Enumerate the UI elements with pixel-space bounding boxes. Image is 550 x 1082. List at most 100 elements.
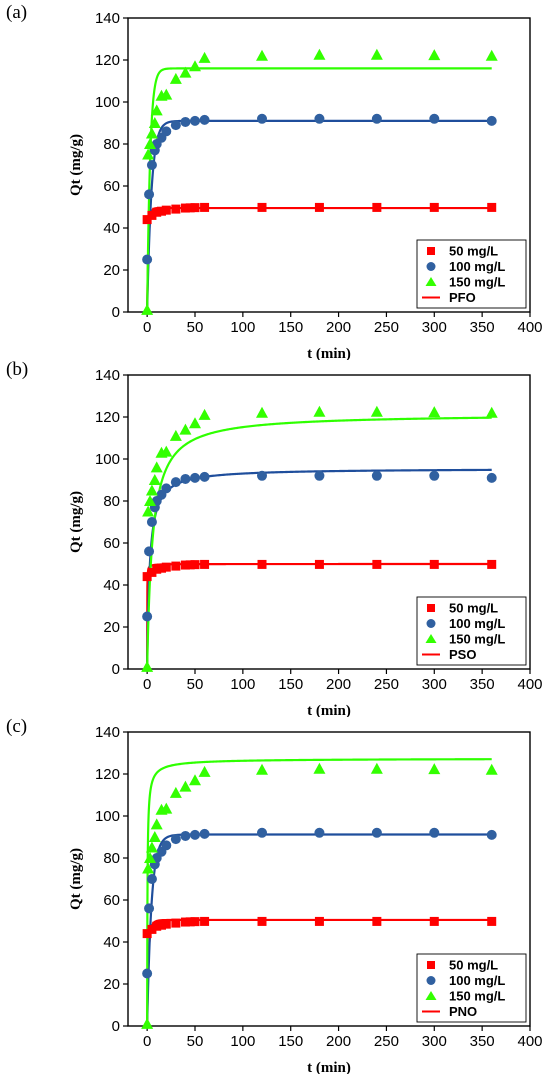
data-point-circle (170, 477, 181, 488)
data-point-square (185, 917, 195, 927)
data-point-triangle (370, 48, 383, 60)
y-tick-label: 80 (103, 493, 120, 510)
data-point-square (487, 559, 497, 569)
y-tick-label: 40 (103, 934, 120, 951)
data-point-circle (429, 827, 440, 838)
data-point-circle (314, 827, 325, 838)
data-point-square (161, 562, 171, 572)
data-point-circle (144, 189, 155, 200)
x-tick-label: 50 (187, 676, 204, 693)
y-tick-label: 40 (103, 577, 120, 594)
y-tick-label: 120 (95, 409, 120, 426)
x-tick-label: 50 (187, 1033, 204, 1050)
data-point-triangle (141, 1017, 154, 1029)
legend-label: PSO (449, 647, 476, 662)
data-point-triangle (150, 461, 163, 473)
data-point-circle (199, 471, 210, 482)
data-point-square (161, 919, 171, 929)
y-tick-label: 20 (103, 619, 120, 636)
data-point-triangle (313, 48, 326, 60)
x-tick-label: 150 (278, 1033, 303, 1050)
x-tick-label: 100 (230, 1033, 255, 1050)
x-tick-label: 250 (374, 319, 399, 336)
data-point-triangle (169, 786, 182, 798)
y-tick-label: 80 (103, 136, 120, 153)
data-point-triangle (198, 765, 211, 777)
data-point-square (487, 202, 497, 212)
x-tick-label: 400 (517, 676, 542, 693)
data-point-square (190, 560, 200, 570)
data-point-triangle (179, 780, 192, 792)
data-point-square (142, 929, 152, 939)
x-tick-label: 250 (374, 1033, 399, 1050)
data-point-triangle (141, 303, 154, 315)
data-point-circle (144, 903, 155, 914)
data-point-square (152, 207, 162, 217)
data-point-triangle (145, 484, 158, 496)
y-tick-label: 100 (95, 94, 120, 111)
y-tick-label: 20 (103, 262, 120, 279)
legend-label: 100 mg/L (449, 973, 505, 988)
data-point-circle (257, 827, 267, 838)
y-tick-label: 0 (112, 661, 120, 678)
data-point-square (200, 202, 210, 212)
data-point-triangle (179, 423, 192, 435)
y-axis-label: Qt (mg/g) (68, 134, 84, 196)
data-point-triangle (256, 763, 268, 775)
data-point-square (257, 202, 267, 212)
data-point-triangle (141, 660, 154, 672)
x-tick-label: 200 (326, 319, 351, 336)
data-point-triangle (160, 445, 173, 457)
data-point-triangle (179, 66, 192, 78)
data-point-square (200, 916, 210, 926)
y-tick-label: 60 (103, 535, 120, 552)
legend-label: PFO (449, 290, 476, 305)
x-tick-label: 350 (470, 676, 495, 693)
x-axis-label: t (min) (307, 703, 351, 717)
fit-curve-1 (146, 833, 492, 1027)
data-point-circle (170, 120, 181, 131)
data-point-triangle (485, 406, 498, 418)
data-point-triangle (189, 417, 201, 429)
data-point-circle (486, 115, 497, 126)
data-point-triangle (313, 405, 326, 417)
data-point-circle (486, 472, 497, 483)
x-tick-label: 300 (422, 319, 447, 336)
data-point-triangle (145, 841, 158, 853)
legend-marker-triangle (425, 991, 437, 1000)
data-point-circle (199, 828, 210, 839)
data-point-circle (146, 517, 157, 527)
legend-label: 100 mg/L (449, 616, 505, 631)
data-point-triangle (370, 405, 383, 417)
data-point-square (171, 918, 181, 928)
x-tick-label: 100 (230, 676, 255, 693)
y-axis-label: Qt (mg/g) (68, 491, 84, 553)
data-point-triangle (189, 774, 201, 786)
y-tick-label: 120 (95, 766, 120, 783)
plot-frame (127, 374, 531, 670)
data-point-square (190, 917, 200, 927)
data-point-square (157, 206, 166, 216)
data-point-square (429, 202, 439, 212)
data-point-triangle (148, 831, 161, 842)
data-point-triangle (189, 60, 201, 72)
data-point-triangle (428, 406, 441, 418)
data-point-circle (161, 840, 172, 851)
data-point-square (180, 203, 190, 213)
data-point-circle (180, 473, 191, 484)
data-point-square (185, 560, 195, 570)
y-tick-label: 60 (103, 892, 120, 909)
chart-panel-a: (a) 0 50 100 150 200 250 300 350 400 0 20 40 60 80 100… (0, 0, 550, 360)
y-tick-label: 0 (112, 1018, 120, 1035)
y-tick-label: 120 (95, 52, 120, 69)
y-tick-label: 140 (95, 724, 120, 741)
data-point-circle (190, 472, 200, 483)
legend-marker-square (427, 247, 435, 255)
data-point-square (372, 202, 382, 212)
x-tick-label: 400 (517, 1033, 542, 1050)
data-point-circle (429, 470, 440, 481)
data-point-circle (314, 113, 325, 124)
legend-marker-circle (426, 262, 436, 271)
data-point-triangle (148, 117, 161, 128)
data-point-square (429, 916, 439, 926)
